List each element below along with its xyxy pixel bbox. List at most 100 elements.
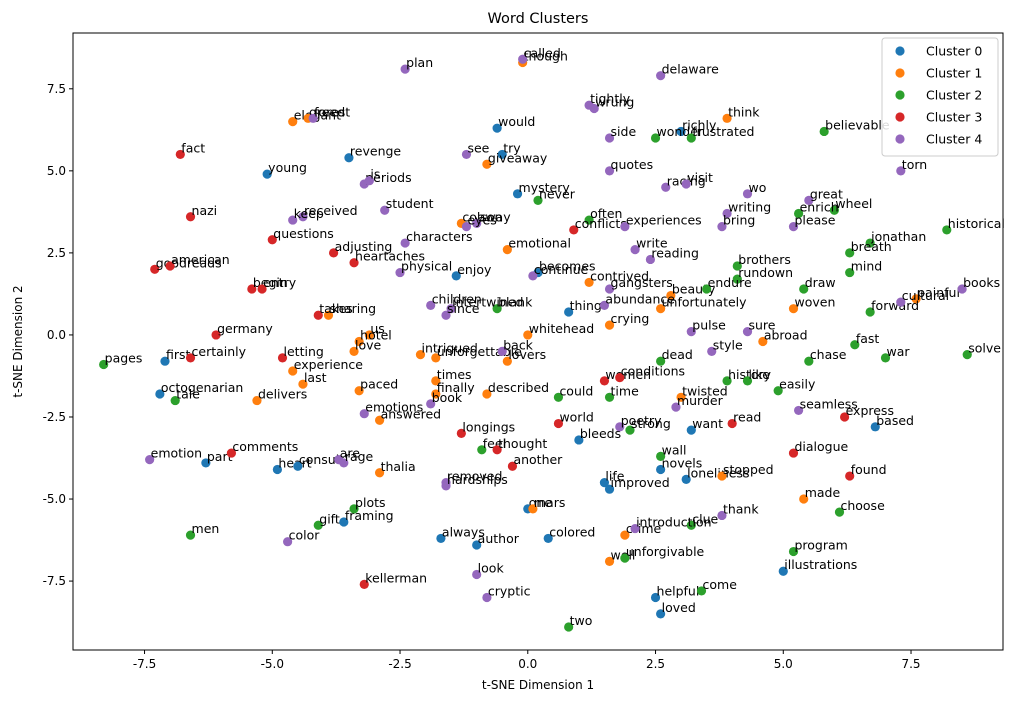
point-label: think xyxy=(728,104,760,119)
point-label: book xyxy=(432,390,463,405)
data-point xyxy=(845,471,855,481)
point-label: entry xyxy=(263,275,297,290)
point-label: endure xyxy=(708,275,752,290)
data-point xyxy=(507,461,518,471)
point-label: characters xyxy=(406,229,472,244)
point-label: murder xyxy=(677,393,724,408)
point-label: loved xyxy=(662,600,696,615)
data-point xyxy=(288,117,298,127)
point-label: takes xyxy=(319,301,353,316)
data-point xyxy=(599,376,610,386)
point-label: part xyxy=(207,449,233,464)
data-point xyxy=(293,461,303,471)
point-label: helpful xyxy=(657,583,700,598)
y-axis-label: t-SNE Dimension 2 xyxy=(11,285,25,397)
point-label: illustrations xyxy=(784,557,857,572)
point-label: fact xyxy=(181,140,205,155)
point-label: delaware xyxy=(662,62,720,77)
point-label: books xyxy=(963,275,1000,290)
data-point xyxy=(717,471,727,481)
data-point xyxy=(656,304,666,314)
data-point xyxy=(553,392,564,402)
data-point xyxy=(829,205,839,215)
point-label: come xyxy=(703,577,738,592)
data-point xyxy=(742,189,753,199)
point-label: conflicts xyxy=(575,216,627,231)
point-label: thalia xyxy=(381,459,416,474)
data-point xyxy=(717,510,727,521)
data-point xyxy=(426,399,436,409)
data-point xyxy=(472,218,482,228)
data-point xyxy=(676,126,686,137)
data-point xyxy=(870,422,880,432)
point-label: though xyxy=(524,49,568,64)
point-label: thing xyxy=(570,298,602,313)
legend-marker xyxy=(895,68,905,78)
x-axis-label: t-SNE Dimension 1 xyxy=(482,678,594,692)
point-label: program xyxy=(794,538,847,553)
data-point xyxy=(788,546,799,557)
point-label: unforgivable xyxy=(626,544,705,559)
point-label: described xyxy=(488,380,549,395)
point-label: plan xyxy=(406,55,433,70)
data-point xyxy=(272,464,282,475)
data-point xyxy=(799,494,809,504)
point-label: breath xyxy=(851,239,892,254)
point-label: longings xyxy=(462,419,515,434)
data-point xyxy=(804,195,814,205)
point-label: love xyxy=(355,337,382,352)
data-point xyxy=(364,176,374,186)
data-point xyxy=(344,153,354,163)
point-label: twisted xyxy=(682,383,728,398)
point-label: often xyxy=(590,206,622,221)
data-point xyxy=(604,484,615,494)
point-label: tightly xyxy=(590,91,631,106)
point-label: mystery xyxy=(519,180,571,195)
point-label: gangsters xyxy=(611,275,673,290)
data-point xyxy=(727,418,737,429)
point-label: abroad xyxy=(764,328,808,343)
data-point xyxy=(374,468,385,478)
point-label: emotional xyxy=(508,236,571,251)
data-point xyxy=(896,297,906,307)
data-point xyxy=(502,245,512,255)
point-label: cultural xyxy=(902,288,949,303)
point-label: forest xyxy=(314,104,350,119)
data-point xyxy=(155,389,165,399)
data-point xyxy=(359,579,369,589)
point-label: time xyxy=(611,383,640,398)
data-point xyxy=(252,395,262,406)
data-point xyxy=(497,149,507,160)
point-label: draw xyxy=(805,275,836,290)
data-point xyxy=(880,353,891,363)
legend-label: Cluster 3 xyxy=(926,110,982,125)
point-label: colson xyxy=(462,209,502,224)
point-label: style xyxy=(713,337,743,352)
point-label: mars xyxy=(534,495,566,510)
data-point xyxy=(518,54,528,64)
data-point xyxy=(298,212,308,222)
x-tick-label: 7.5 xyxy=(901,657,920,671)
data-point xyxy=(339,458,349,468)
legend-marker xyxy=(895,90,905,100)
x-tick-label: -5.0 xyxy=(261,657,284,671)
point-label: answered xyxy=(381,406,442,421)
data-point xyxy=(630,523,640,534)
data-point xyxy=(850,340,860,350)
data-point xyxy=(819,126,829,137)
data-point xyxy=(686,425,696,435)
data-point xyxy=(533,195,543,205)
point-label: american xyxy=(171,252,230,267)
point-label: experiences xyxy=(626,213,702,228)
point-label: wo xyxy=(749,180,767,195)
data-point xyxy=(175,149,185,160)
data-point xyxy=(656,356,666,366)
data-point xyxy=(482,159,492,169)
y-tick-label: 0.0 xyxy=(47,328,66,342)
data-point xyxy=(349,258,359,268)
y-axis: -7.5 -5.0 -2.5 0.0 2.5 5.0 7.5 xyxy=(43,82,73,588)
data-point xyxy=(374,415,385,425)
point-label: novels xyxy=(662,455,703,470)
point-label: experience xyxy=(294,357,364,372)
point-label: please xyxy=(794,213,835,228)
